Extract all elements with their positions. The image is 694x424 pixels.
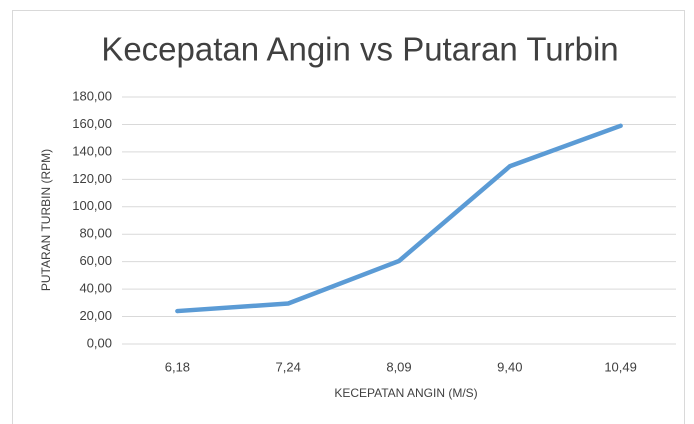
y-tick-label: 40,00 (79, 281, 112, 296)
x-tick-label: 10,49 (604, 359, 637, 374)
y-tick-label: 80,00 (79, 226, 112, 241)
y-tick-label: 20,00 (79, 308, 112, 323)
y-tick-label: 100,00 (72, 198, 112, 213)
x-tick-label: 9,40 (497, 359, 522, 374)
y-axis-label: PUTARAN TURBIN (RPM) (39, 149, 53, 291)
y-tick-label: 60,00 (79, 253, 112, 268)
y-tick-label: 140,00 (72, 143, 112, 158)
y-tick-label: 160,00 (72, 116, 112, 131)
y-tick-label: 120,00 (72, 171, 112, 186)
line-series (175, 123, 623, 314)
chart-frame (12, 10, 685, 424)
x-axis-label: KECEPATAN ANGIN (M/S) (334, 386, 477, 400)
x-tick-label: 8,09 (386, 359, 411, 374)
y-tick-label: 0,00 (87, 335, 112, 350)
y-tick-label: 180,00 (72, 88, 112, 103)
x-tick-label: 7,24 (276, 359, 301, 374)
x-tick-label: 6,18 (165, 359, 190, 374)
chart-title: Kecepatan Angin vs Putaran Turbin (101, 31, 618, 68)
